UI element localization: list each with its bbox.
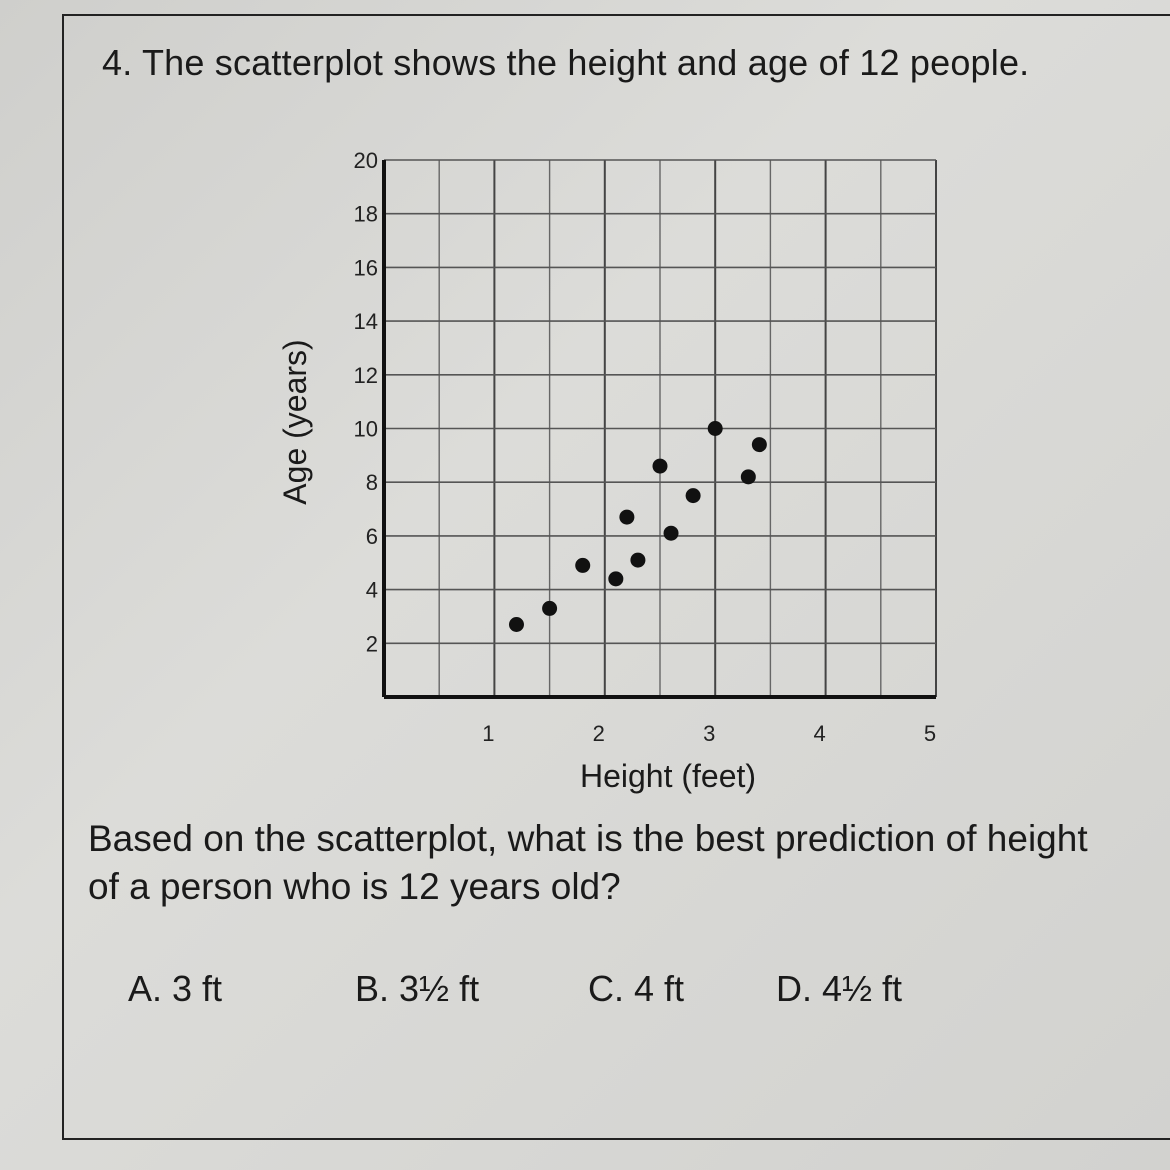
y-axis-label: Age (years): [277, 339, 313, 504]
choice-c[interactable]: C. 4 ft: [588, 968, 685, 1009]
data-point: [542, 600, 558, 616]
x-axis-label: Height (feet): [580, 758, 756, 794]
y-tick-label: 16: [354, 255, 378, 280]
chart-axes: [382, 160, 936, 699]
data-point: [608, 571, 624, 587]
data-point: [751, 437, 767, 453]
y-tick-label: 20: [354, 148, 378, 173]
x-tick-label: 5: [924, 721, 936, 746]
y-tick-label: 12: [354, 363, 378, 388]
data-point: [630, 552, 646, 568]
x-tick-label: 2: [593, 721, 605, 746]
data-point: [575, 557, 591, 573]
chart-grid: [384, 159, 937, 697]
choice-b[interactable]: B. 3½ ft: [355, 968, 480, 1009]
answer-choices: A. 3 ft B. 3½ ft C. 4 ft D. 4½ ft: [0, 968, 1170, 1018]
choice-a[interactable]: A. 3 ft: [128, 968, 223, 1009]
question-text: 4. The scatterplot shows the height and …: [102, 42, 1030, 83]
y-tick-label: 18: [354, 202, 378, 227]
data-point: [508, 617, 524, 633]
prompt-text: Based on the scatterplot, what is the be…: [88, 818, 1088, 907]
y-tick-label: 14: [354, 309, 378, 334]
x-tick-label: 1: [482, 721, 494, 746]
data-point: [740, 469, 756, 485]
y-tick-label: 10: [354, 417, 378, 442]
y-tick-label: 8: [366, 470, 378, 495]
data-point: [619, 509, 635, 525]
x-tick-labels: 1 2 3 4 5: [482, 721, 936, 746]
data-point: [685, 488, 701, 504]
y-tick-label: 2: [366, 631, 378, 656]
y-tick-label: 4: [366, 578, 378, 603]
y-tick-label: 6: [366, 524, 378, 549]
data-points: [508, 421, 767, 633]
data-point: [707, 421, 723, 436]
x-tick-label: 3: [703, 721, 715, 746]
choice-d[interactable]: D. 4½ ft: [776, 968, 903, 1009]
data-point: [652, 458, 668, 474]
question-frame: [62, 14, 1170, 1140]
y-tick-labels: 2 4 6 8 10 12 14 16 18 20: [354, 148, 378, 656]
x-tick-label: 4: [813, 721, 825, 746]
data-point: [663, 525, 679, 541]
